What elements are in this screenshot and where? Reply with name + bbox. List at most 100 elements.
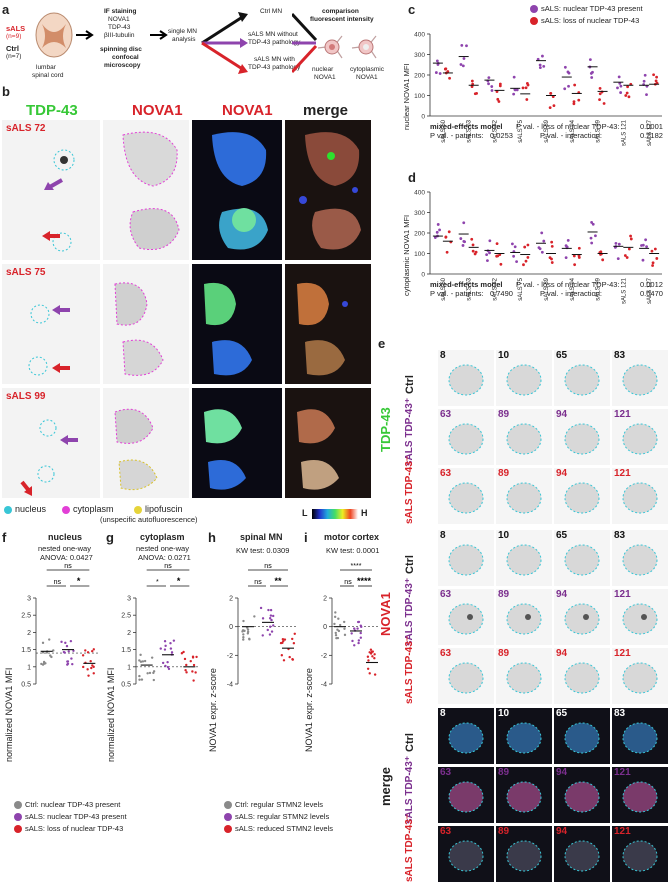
legend-hi-text: sALS: regular STMN2 levels	[235, 812, 330, 822]
nucleus-outline	[506, 482, 542, 514]
microscopy-label: microscopy	[104, 62, 141, 69]
data-point	[92, 672, 95, 675]
data-point	[71, 662, 74, 666]
arrow-purple-icon	[44, 178, 63, 190]
data-point	[444, 235, 448, 239]
y-tick-label: -2	[321, 653, 327, 660]
significance-label: **	[274, 576, 282, 586]
data-point	[366, 667, 370, 670]
data-point	[619, 91, 623, 94]
data-point	[268, 633, 272, 636]
data-point	[368, 672, 371, 675]
row-label: sALS 72	[6, 123, 46, 134]
arrow-red-icon	[42, 231, 60, 241]
data-point	[282, 659, 286, 662]
data-point	[495, 90, 499, 93]
data-point	[655, 257, 659, 260]
data-point	[334, 633, 338, 637]
e-image-tile: 65	[554, 708, 610, 764]
data-point	[515, 88, 519, 92]
legend-nucleus-text: nucleus	[15, 504, 47, 514]
x-tick-label: sALS 60	[441, 119, 447, 142]
data-point	[343, 633, 347, 637]
data-point	[138, 678, 141, 681]
data-point	[436, 223, 440, 226]
g-sub1: nested one-way	[136, 544, 189, 553]
nucleus-outline	[564, 722, 600, 754]
image-nova1-heatmap-row3	[192, 388, 282, 498]
y-tick-label: 0	[323, 624, 327, 631]
y-tick-label: 0	[229, 624, 233, 631]
data-point	[261, 634, 264, 637]
e-tile-graphic	[448, 603, 484, 635]
merge-arrows-icon	[292, 12, 318, 74]
data-point	[138, 674, 141, 678]
arrow-right-icon	[76, 30, 94, 40]
data-point	[549, 91, 553, 95]
data-point	[641, 258, 645, 262]
data-point	[644, 238, 648, 242]
data-point	[334, 611, 337, 614]
significance-label: ns	[254, 579, 262, 586]
nuclear-nova1-label: NOVA1	[314, 74, 336, 81]
nucleus-outline	[506, 364, 542, 396]
data-point	[435, 59, 439, 63]
c-p3-label: P val. - interaction:	[540, 131, 602, 140]
e-tile-id: 10	[498, 708, 510, 719]
e-tile-id: 94	[556, 468, 568, 479]
data-point	[373, 657, 376, 660]
data-point	[148, 671, 152, 675]
single-mn-label: single MN	[168, 28, 197, 35]
chart-motor-cortex: -4 -2 0 2 **** ns ****	[321, 563, 380, 689]
if-item: NOVA1	[108, 16, 130, 23]
nucleus-outline	[564, 482, 600, 514]
data-point	[462, 221, 466, 225]
e-image-tile: 63	[438, 409, 494, 465]
data-point	[495, 254, 499, 258]
microscopy-label: spinning disc	[100, 46, 142, 53]
data-point	[552, 104, 556, 108]
chart-cytoplasm: 0.5 1 1.5 2 2.5 3 ns * *	[121, 563, 200, 689]
nucleus-outline	[448, 840, 484, 872]
data-point	[335, 636, 338, 640]
e-tile-graphic	[564, 781, 600, 813]
significance-label: *	[77, 576, 81, 586]
d-model: mixed-effects model	[430, 280, 503, 289]
e-tile-graphic	[448, 423, 484, 455]
e-stain-merge: merge	[378, 766, 393, 806]
legend-fg-text: Ctrl: nuclear TDP-43 present	[25, 800, 121, 809]
e-tile-id: 121	[614, 648, 631, 659]
data-point	[573, 263, 577, 267]
data-point	[170, 651, 174, 654]
arrow-red-icon	[20, 480, 32, 496]
data-point	[82, 665, 85, 669]
y-tick-label: 1	[127, 664, 131, 671]
data-point	[522, 263, 525, 267]
data-point	[63, 651, 66, 654]
e-row-label-ctrl: Ctrl	[404, 733, 416, 752]
e-image-tile: 10	[496, 350, 552, 406]
granule	[467, 614, 473, 620]
y-tick-label: 100	[414, 93, 425, 100]
data-point	[567, 71, 571, 75]
significance-label: ns	[64, 563, 72, 570]
data-point	[524, 86, 528, 90]
data-point	[185, 671, 188, 674]
data-point	[268, 617, 272, 620]
e-tile-id: 121	[614, 826, 631, 837]
ctrl-mn-label: Ctrl MN	[260, 8, 283, 15]
lut-low: L	[302, 508, 308, 518]
lut-bar	[312, 509, 358, 519]
nucleus-outline	[622, 544, 658, 576]
i-title: motor cortex	[324, 532, 380, 542]
data-point	[41, 641, 45, 645]
y-tick-label: 2.5	[121, 613, 131, 620]
nucleus-outline	[506, 423, 542, 455]
data-point	[351, 639, 354, 643]
data-point	[487, 76, 491, 79]
x-tick-label: sALS 121	[621, 277, 627, 304]
microscopy-label: confocal	[112, 54, 139, 61]
single-mn-label: analysis	[172, 36, 196, 43]
data-point	[487, 82, 490, 86]
cyto-nova1-label: cytoplasmic	[350, 66, 384, 73]
